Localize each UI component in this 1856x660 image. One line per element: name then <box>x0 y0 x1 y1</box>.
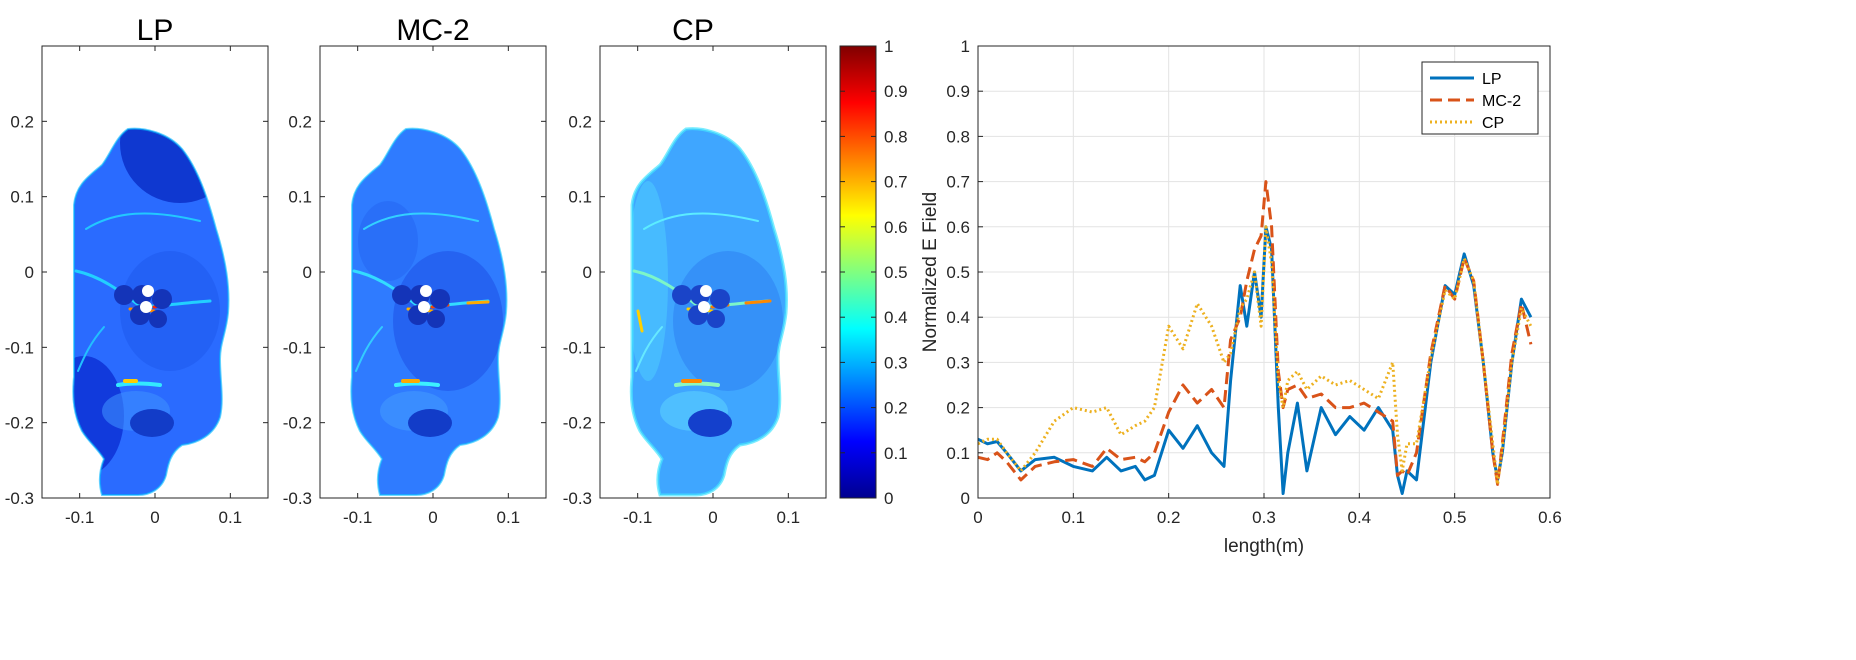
y-tick-label: 0.6 <box>946 218 970 237</box>
y-tick-label: -0.3 <box>563 489 592 508</box>
x-tick-label: 0 <box>428 508 437 527</box>
colorbar-tick-label: 0 <box>884 489 893 508</box>
y-tick-label: -0.1 <box>563 338 592 357</box>
x-tick-label: 0.5 <box>1443 508 1467 527</box>
colorbar-tick-label: 0.1 <box>884 444 908 463</box>
y-tick-label: 0.1 <box>10 188 34 207</box>
line-chart: length(m) Normalized E Field LP MC-2 CP <box>920 45 1551 557</box>
colorbar-tick-label: 0.2 <box>884 399 908 418</box>
y-tick-label: -0.2 <box>563 414 592 433</box>
x-tick-label: -0.1 <box>343 508 372 527</box>
y-tick-label: 0.2 <box>10 112 34 131</box>
colorbar-tick-label: 0.9 <box>884 82 908 101</box>
legend-label: MC-2 <box>1482 93 1521 110</box>
y-tick-label: 0.5 <box>946 263 970 282</box>
colorbar-tick-label: 1 <box>884 37 893 56</box>
panel-title: CP <box>672 14 714 47</box>
y-tick-label: -0.3 <box>5 489 34 508</box>
y-tick-label: 0.1 <box>946 444 970 463</box>
y-tick-label: 0.7 <box>946 173 970 192</box>
y-tick-label: 0 <box>961 489 970 508</box>
y-axis-label: Normalized E Field <box>920 192 941 353</box>
y-tick-label: 1 <box>961 37 970 56</box>
y-tick-label: -0.2 <box>5 414 34 433</box>
x-tick-label: 0.1 <box>1062 508 1086 527</box>
field-map <box>629 127 788 497</box>
y-tick-label: 0.8 <box>946 127 970 146</box>
y-tick-label: -0.1 <box>5 338 34 357</box>
x-tick-label: 0.1 <box>497 508 521 527</box>
x-tick-label: -0.1 <box>623 508 652 527</box>
x-tick-label: 0.1 <box>219 508 243 527</box>
y-tick-label: 0.2 <box>568 112 592 131</box>
y-tick-label: 0.1 <box>288 188 312 207</box>
field-map <box>350 127 508 496</box>
x-tick-label: 0.3 <box>1252 508 1276 527</box>
heatmap-panel-mc2: MC-2 <box>319 14 547 499</box>
y-tick-label: 0.1 <box>568 188 592 207</box>
y-tick-label: 0 <box>25 263 34 282</box>
panel-title: MC-2 <box>396 14 469 47</box>
heatmap-panel-cp: CP <box>599 14 827 499</box>
y-tick-label: 0.9 <box>946 82 970 101</box>
y-tick-label: -0.2 <box>283 414 312 433</box>
colorbar-tick-label: 0.8 <box>884 127 908 146</box>
series-line-cp <box>977 225 1533 486</box>
x-axis-label: length(m) <box>1224 536 1304 557</box>
legend: LP MC-2 CP <box>1421 61 1539 135</box>
y-tick-label: 0 <box>303 263 312 282</box>
y-tick-label: 0.4 <box>946 308 970 327</box>
colorbar <box>839 45 877 499</box>
legend-label: CP <box>1482 115 1504 132</box>
y-tick-label: -0.3 <box>283 489 312 508</box>
panel-title: LP <box>137 14 174 47</box>
x-tick-label: 0 <box>973 508 982 527</box>
x-tick-label: 0 <box>708 508 717 527</box>
x-tick-label: 0.4 <box>1348 508 1372 527</box>
x-tick-label: -0.1 <box>65 508 94 527</box>
y-tick-label: 0 <box>583 263 592 282</box>
x-tick-label: 0.2 <box>1157 508 1181 527</box>
y-tick-label: 0.2 <box>288 112 312 131</box>
y-tick-label: 0.3 <box>946 353 970 372</box>
heatmap-panel-lp: LP <box>41 14 269 499</box>
legend-label: LP <box>1482 71 1502 88</box>
colorbar-tick-label: 0.3 <box>884 353 908 372</box>
x-tick-label: 0.6 <box>1538 508 1562 527</box>
x-tick-label: 0.1 <box>777 508 801 527</box>
y-tick-label: -0.1 <box>283 338 312 357</box>
colorbar-tick-label: 0.7 <box>884 173 908 192</box>
colorbar-gradient <box>839 45 877 499</box>
colorbar-tick-label: 0.4 <box>884 308 908 327</box>
colorbar-tick-label: 0.6 <box>884 218 908 237</box>
y-tick-label: 0.2 <box>946 399 970 418</box>
x-tick-label: 0 <box>150 508 159 527</box>
colorbar-tick-label: 0.5 <box>884 263 908 282</box>
